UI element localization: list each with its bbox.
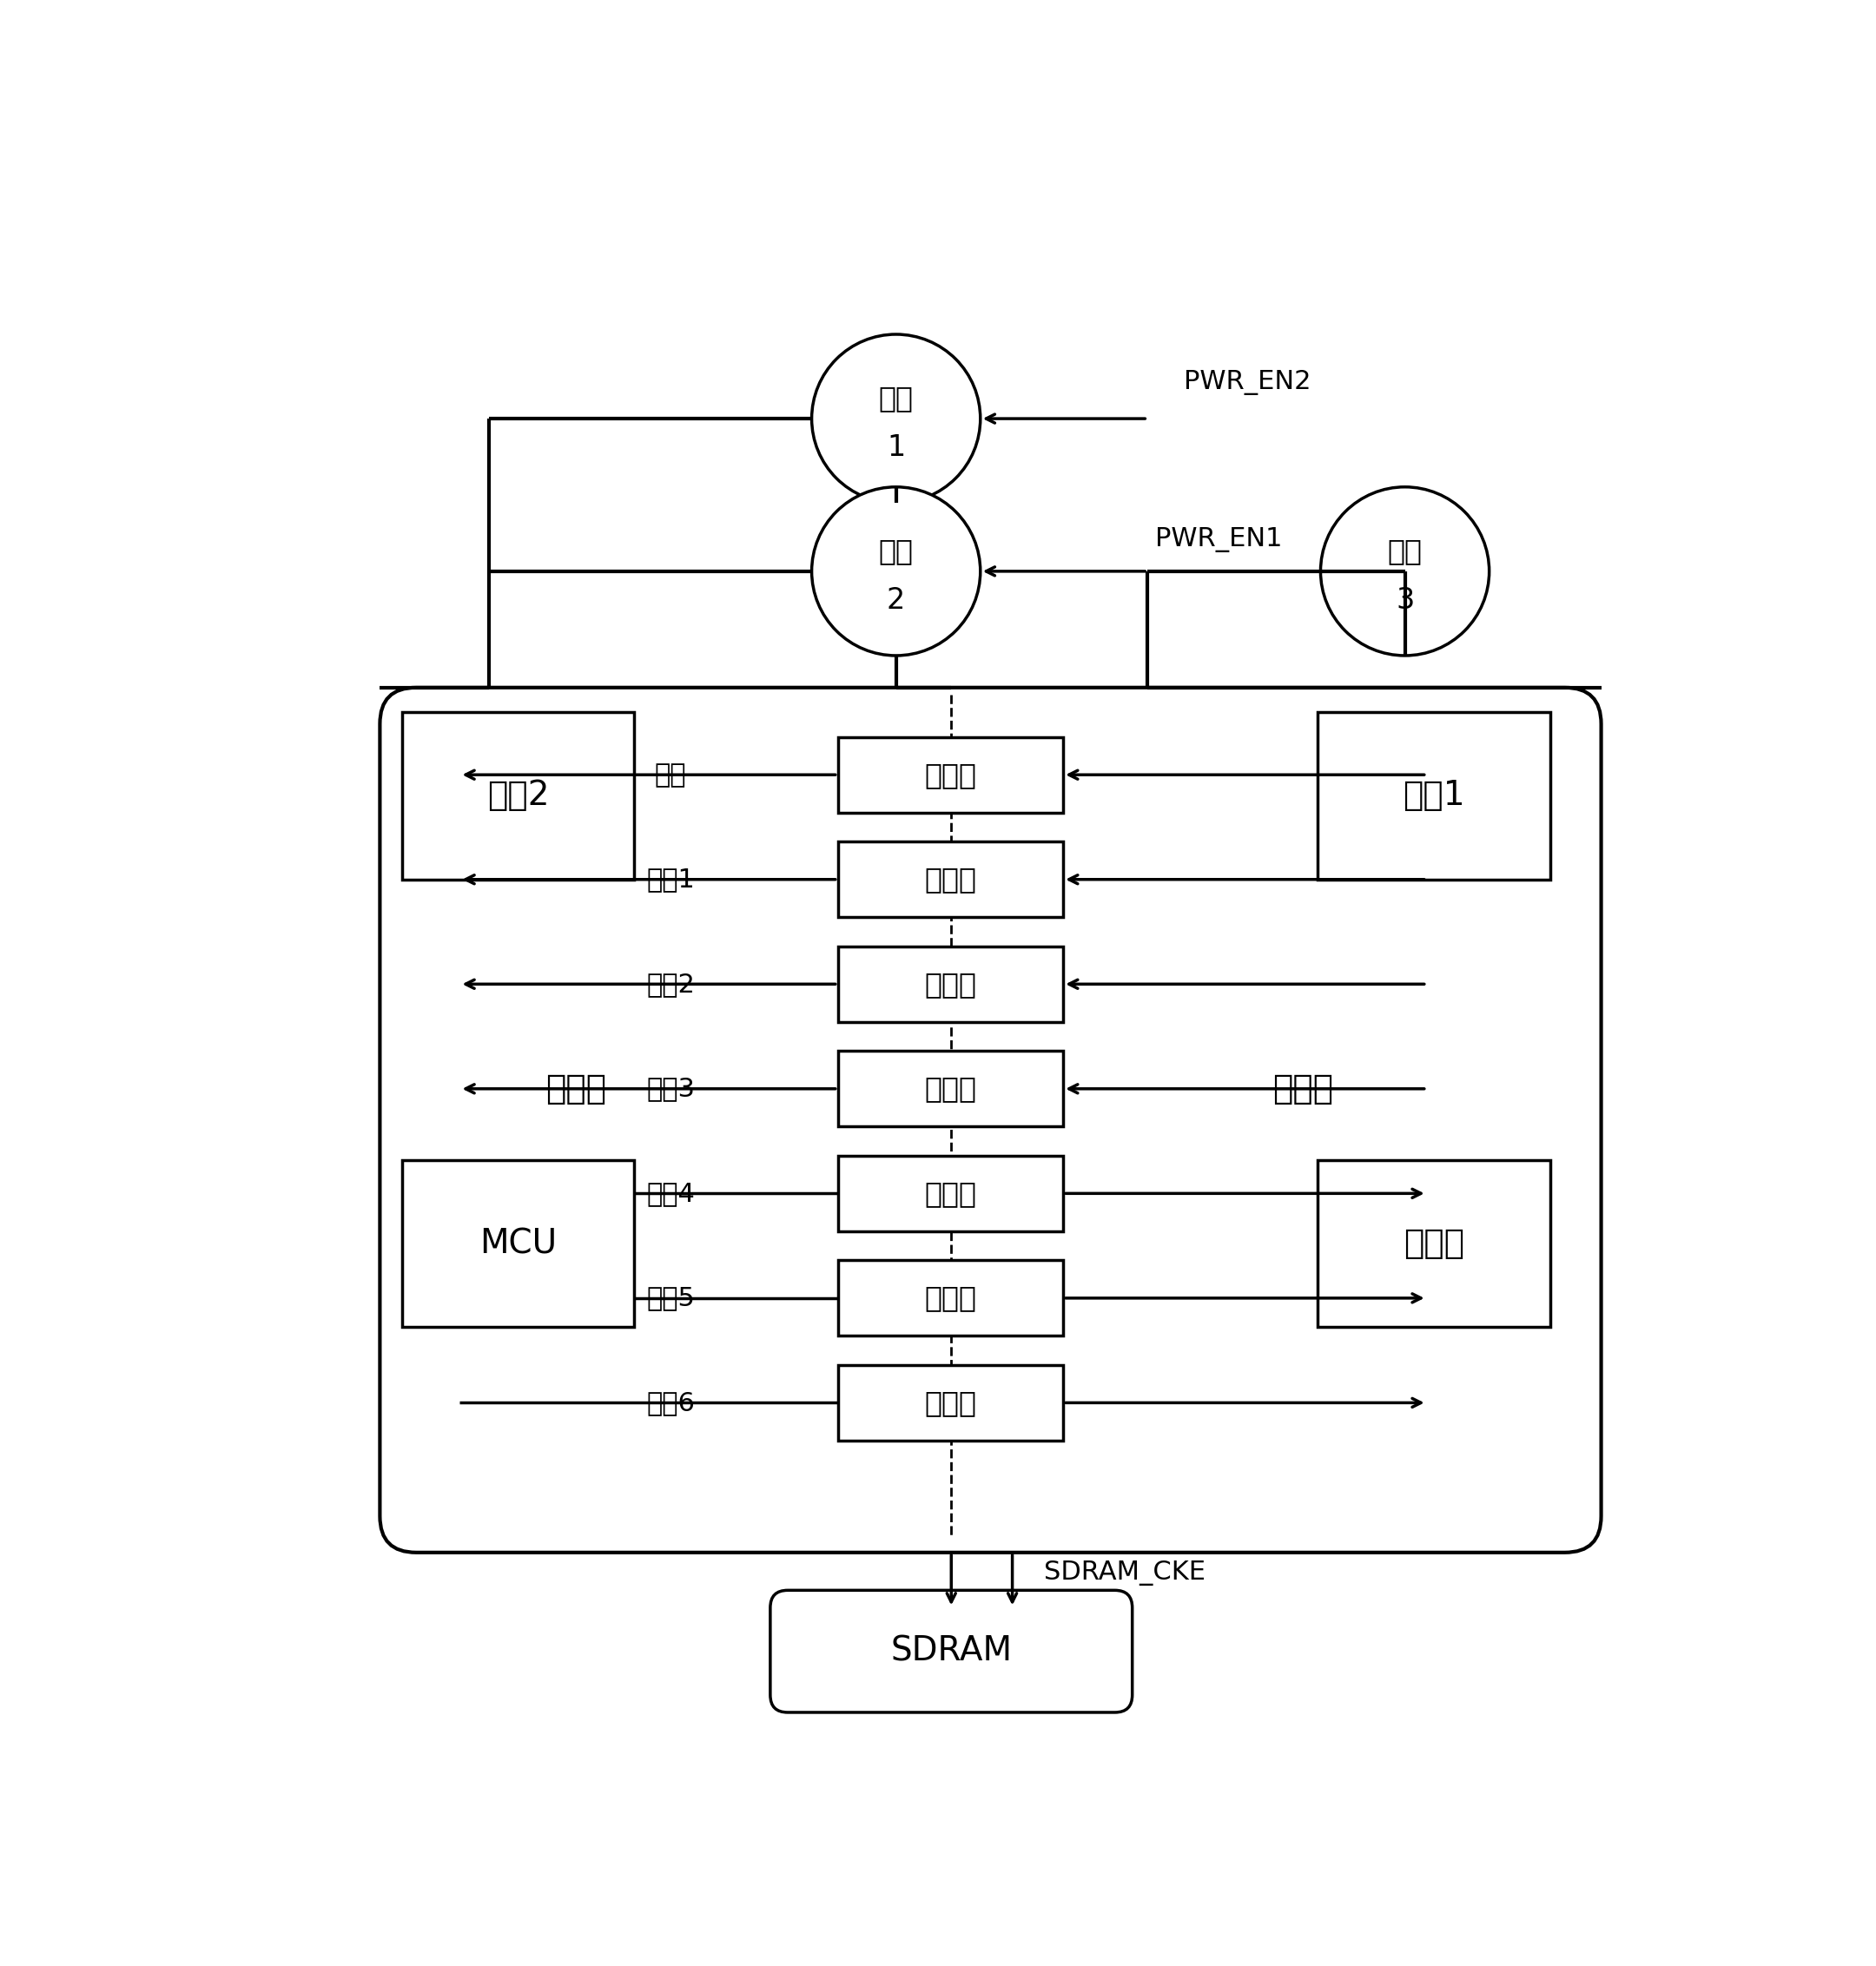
Text: 信号3: 信号3 — [647, 1075, 694, 1101]
Text: SDRAM_CKE: SDRAM_CKE — [1045, 1561, 1206, 1585]
Bar — [839, 946, 1064, 1022]
Bar — [839, 1260, 1064, 1335]
Bar — [839, 1364, 1064, 1441]
Text: 隔离器: 隔离器 — [925, 1075, 977, 1103]
Text: MCU: MCU — [478, 1227, 557, 1260]
Text: 信号1: 信号1 — [647, 867, 694, 893]
Bar — [839, 1052, 1064, 1127]
Bar — [839, 1156, 1064, 1231]
Text: 信号5: 信号5 — [647, 1286, 694, 1311]
Text: 1: 1 — [887, 433, 906, 462]
Text: 隔离器: 隔离器 — [925, 1388, 977, 1417]
Text: 计数器: 计数器 — [1403, 1227, 1465, 1260]
Text: 信号6: 信号6 — [647, 1390, 694, 1416]
Bar — [1317, 1160, 1550, 1327]
Text: 隔离器: 隔离器 — [925, 1180, 977, 1207]
Text: 信号4: 信号4 — [647, 1182, 694, 1205]
Text: 信号2: 信号2 — [647, 971, 694, 997]
Text: 复位: 复位 — [655, 763, 687, 786]
Text: 电源: 电源 — [1388, 537, 1422, 566]
FancyBboxPatch shape — [379, 688, 1602, 1553]
Bar — [839, 841, 1064, 918]
Text: 隔离器: 隔离器 — [925, 969, 977, 999]
Text: 隔离器: 隔离器 — [925, 761, 977, 788]
Text: 2: 2 — [887, 586, 906, 615]
Bar — [839, 737, 1064, 812]
Circle shape — [812, 488, 981, 655]
Text: 内存2: 内存2 — [488, 779, 550, 812]
Text: 工作域: 工作域 — [546, 1071, 606, 1105]
Text: 隔离器: 隔离器 — [925, 1284, 977, 1313]
Text: SDRAM: SDRAM — [891, 1636, 1011, 1667]
Text: PWR_EN1: PWR_EN1 — [1156, 527, 1281, 552]
Text: 电源: 电源 — [878, 383, 914, 413]
Text: PWR_EN2: PWR_EN2 — [1184, 370, 1311, 395]
Text: 隔离器: 隔离器 — [925, 865, 977, 895]
Text: 实时域: 实时域 — [1272, 1071, 1334, 1105]
FancyBboxPatch shape — [771, 1590, 1133, 1712]
Text: 3: 3 — [1396, 586, 1415, 615]
Bar — [1317, 712, 1550, 879]
Text: 内存1: 内存1 — [1403, 779, 1465, 812]
Bar — [401, 712, 634, 879]
Text: 电源: 电源 — [878, 537, 914, 566]
Circle shape — [1321, 488, 1490, 655]
Bar — [401, 1160, 634, 1327]
Circle shape — [812, 334, 981, 503]
